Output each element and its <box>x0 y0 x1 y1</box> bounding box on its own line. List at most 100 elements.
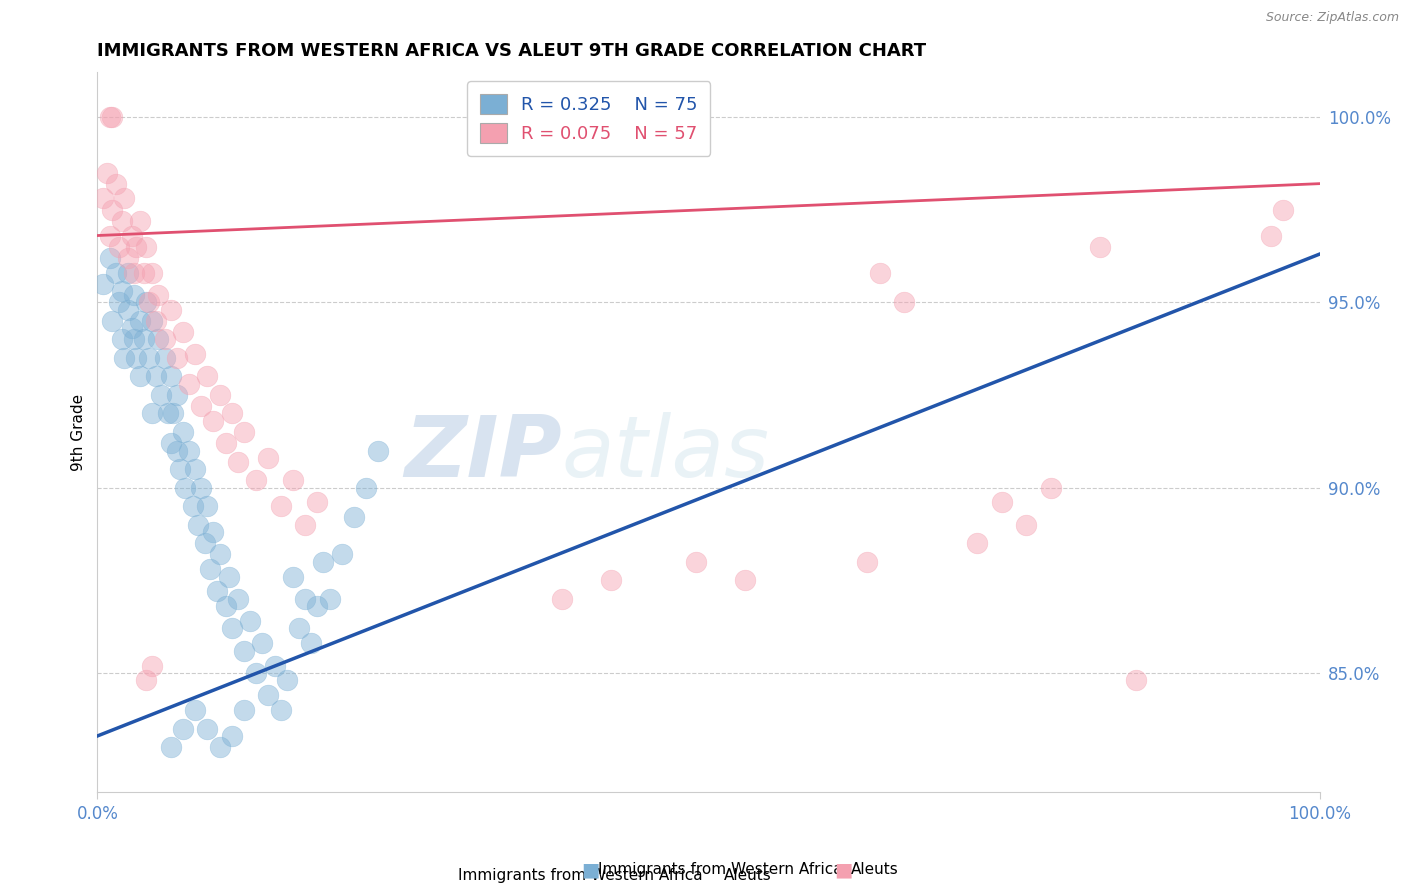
Point <box>195 722 218 736</box>
Point <box>129 213 152 227</box>
Point <box>281 569 304 583</box>
Point <box>138 351 160 365</box>
Point <box>141 658 163 673</box>
Point <box>1015 517 1038 532</box>
Point <box>141 314 163 328</box>
Point <box>263 658 285 673</box>
Point <box>153 332 176 346</box>
Text: Source: ZipAtlas.com: Source: ZipAtlas.com <box>1265 11 1399 24</box>
Point <box>991 495 1014 509</box>
Text: atlas: atlas <box>562 412 770 495</box>
Point <box>121 228 143 243</box>
Point <box>205 584 228 599</box>
Point <box>111 332 134 346</box>
Point <box>135 240 157 254</box>
Point <box>135 295 157 310</box>
Point <box>233 703 256 717</box>
Point <box>125 351 148 365</box>
Point <box>1039 481 1062 495</box>
Point <box>367 443 389 458</box>
Point <box>202 525 225 540</box>
Point <box>145 369 167 384</box>
Point <box>869 266 891 280</box>
Point <box>129 369 152 384</box>
Point <box>117 302 139 317</box>
Legend: R = 0.325    N = 75, R = 0.075    N = 57: R = 0.325 N = 75, R = 0.075 N = 57 <box>467 81 710 155</box>
Point <box>245 473 267 487</box>
Point <box>551 591 574 606</box>
Point <box>122 266 145 280</box>
Point <box>221 622 243 636</box>
Point <box>299 636 322 650</box>
Point <box>294 517 316 532</box>
Point <box>141 266 163 280</box>
Point <box>1088 240 1111 254</box>
Point <box>166 388 188 402</box>
Point <box>245 665 267 680</box>
Point <box>294 591 316 606</box>
Point <box>194 536 217 550</box>
Text: Aleuts: Aleuts <box>851 863 898 877</box>
Point <box>1272 202 1295 217</box>
Point <box>221 407 243 421</box>
Point <box>233 644 256 658</box>
Point <box>198 562 221 576</box>
Point <box>208 740 231 755</box>
Point <box>184 703 207 717</box>
Point <box>117 266 139 280</box>
Point <box>208 547 231 561</box>
Point <box>108 295 131 310</box>
Point <box>138 295 160 310</box>
Point <box>101 314 124 328</box>
Point <box>166 443 188 458</box>
Point <box>122 288 145 302</box>
Point <box>172 325 194 339</box>
Text: ■: ■ <box>834 860 853 880</box>
Point <box>157 407 180 421</box>
Point <box>1260 228 1282 243</box>
Point <box>121 321 143 335</box>
Point <box>98 110 121 124</box>
Point <box>187 517 209 532</box>
Point <box>276 673 298 688</box>
Point <box>108 240 131 254</box>
Text: ZIP: ZIP <box>404 412 562 495</box>
Point <box>159 369 181 384</box>
Point <box>93 191 115 205</box>
Point <box>190 399 212 413</box>
Point <box>270 499 292 513</box>
Point <box>218 569 240 583</box>
Point <box>226 591 249 606</box>
Point <box>104 177 127 191</box>
Point <box>93 277 115 291</box>
Point <box>184 347 207 361</box>
Point <box>330 547 353 561</box>
Text: ■: ■ <box>581 860 600 880</box>
Point <box>239 614 262 628</box>
Point <box>159 302 181 317</box>
Point <box>172 425 194 439</box>
Point <box>135 673 157 688</box>
Point <box>101 110 124 124</box>
Point <box>195 369 218 384</box>
Point <box>685 555 707 569</box>
Point <box>221 729 243 743</box>
Point <box>226 455 249 469</box>
Point <box>856 555 879 569</box>
Point <box>132 266 155 280</box>
Text: Immigrants from Western Africa: Immigrants from Western Africa <box>458 868 703 883</box>
Point <box>174 481 197 495</box>
Text: IMMIGRANTS FROM WESTERN AFRICA VS ALEUT 9TH GRADE CORRELATION CHART: IMMIGRANTS FROM WESTERN AFRICA VS ALEUT … <box>97 42 927 60</box>
Point <box>318 591 340 606</box>
Point <box>181 499 204 513</box>
Point <box>307 599 329 614</box>
Point <box>162 407 184 421</box>
Point <box>101 202 124 217</box>
Point <box>177 376 200 391</box>
Point <box>159 740 181 755</box>
Point <box>215 599 238 614</box>
Point <box>172 722 194 736</box>
Point <box>307 495 329 509</box>
Point <box>159 436 181 450</box>
Point <box>1125 673 1147 688</box>
